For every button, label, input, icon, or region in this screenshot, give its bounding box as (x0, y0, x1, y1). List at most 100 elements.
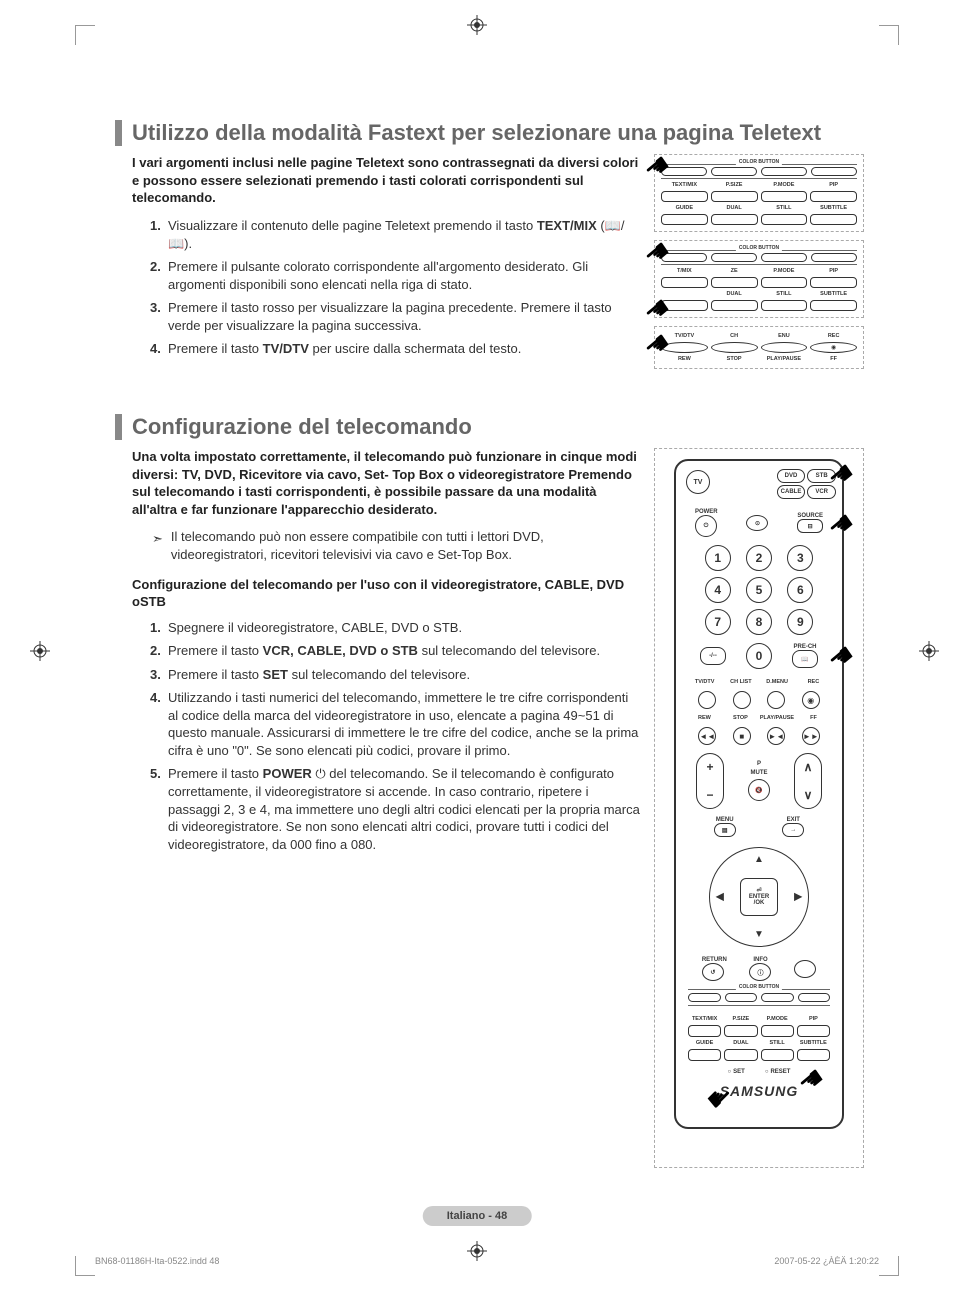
mini-button (761, 277, 808, 288)
color-button-red (661, 253, 707, 262)
step-number: 3. (150, 299, 161, 317)
mini-label: P.MODE (761, 182, 808, 188)
mini-label: PIP (810, 268, 857, 274)
step-text: per uscire dalla schermata del testo. (309, 341, 521, 356)
step-item: 4. Utilizzando i tasti numerici del tele… (150, 689, 640, 759)
r-label: REC (797, 679, 830, 685)
mini-button: ◉ (810, 342, 857, 353)
dpad-down-icon: ▼ (754, 929, 764, 940)
mini-button (810, 300, 857, 311)
step-text: sul telecomando del televisore. (288, 667, 470, 682)
mini-button (661, 214, 708, 225)
dmenu-button (767, 691, 785, 709)
mini-label: T/MIX (661, 268, 708, 274)
r-label: SUBTITLE (797, 1040, 830, 1046)
r-label: STILL (761, 1040, 794, 1046)
mini-button (810, 191, 857, 202)
source-label: SOURCE (797, 513, 823, 519)
step-bold: TV/DTV (263, 341, 309, 356)
step-item: 3. Premere il tasto rosso per visualizza… (150, 299, 640, 334)
source-button: ⊟ (797, 519, 823, 533)
mini-label: REC (810, 333, 857, 339)
remote-mode-dvd: DVD (777, 469, 806, 483)
step-text: sul telecomando del televisore. (418, 643, 600, 658)
remote-mode-vcr: VCR (807, 485, 836, 499)
color-button (761, 993, 794, 1002)
mini-label: ZE (711, 268, 758, 274)
num-button: 5 (746, 577, 772, 603)
color-button-yellow (761, 253, 807, 262)
figure-remote-full: DVD STB CABLE VCR TV ☚ POWER (654, 448, 864, 1168)
mini-label: SUBTITLE (810, 291, 857, 297)
figure-remote-detail-top: COLOR BUTTON TEXT/MIX P.SIZE P.MODE PIP (654, 154, 864, 324)
step-number: 5. (150, 765, 161, 783)
step-item: 1. Visualizzare il contenuto delle pagin… (150, 217, 640, 252)
enter-label: /OK (754, 900, 765, 906)
num-button: 6 (787, 577, 813, 603)
mini-label: DUAL (711, 205, 758, 211)
mini-button (810, 277, 857, 288)
r-label: CH LIST (724, 679, 757, 685)
mini-button (761, 342, 808, 353)
r-label: D.MENU (761, 679, 794, 685)
mini-label: STILL (761, 291, 808, 297)
manual-page: Utilizzo della modalità Fastext per sele… (0, 0, 954, 1298)
extra-button (794, 960, 816, 978)
r-label: TEXT/MIX (688, 1016, 721, 1022)
step-text: Premere il tasto (168, 766, 263, 781)
num-button: 7 (705, 609, 731, 635)
mini-button (711, 214, 758, 225)
mini-button (661, 277, 708, 288)
mini-button (661, 300, 708, 311)
color-button-blue (811, 167, 857, 176)
textmix-button (688, 1025, 721, 1037)
step-number: 4. (150, 340, 161, 358)
exit-label: EXIT (782, 817, 804, 823)
step-text: Premere il tasto rosso per visualizzare … (168, 300, 612, 333)
mini-button (661, 342, 708, 353)
mini-label: ENU (761, 333, 808, 339)
note: ➣ Il telecomando può non essere compatib… (152, 528, 640, 563)
mini-label: PIP (810, 182, 857, 188)
remote-indicator: ⊙ (746, 515, 768, 531)
mini-button (761, 191, 808, 202)
step-text: Premere il tasto (168, 667, 263, 682)
r-label: REW (688, 715, 721, 721)
color-button (798, 993, 831, 1002)
exit-button: → (782, 823, 804, 837)
mini-label: PLAY/PAUSE (761, 356, 808, 362)
section-intro: Una volta impostato correttamente, il te… (132, 448, 640, 518)
mini-label: P.SIZE (711, 182, 758, 188)
step-text: Visualizzare il contenuto delle pagine T… (168, 218, 537, 233)
step-text: Premere il tasto (168, 341, 263, 356)
step-item: 2. Premere il pulsante colorato corrispo… (150, 258, 640, 293)
color-button-green (711, 167, 757, 176)
step-item: 1. Spegnere il videoregistratore, CABLE,… (150, 619, 640, 637)
step-list: 1. Visualizzare il contenuto delle pagin… (132, 217, 640, 358)
step-number: 3. (150, 666, 161, 684)
step-bold: VCR, CABLE, DVD o STB (263, 643, 418, 658)
remote-mode-stb: STB (807, 469, 836, 483)
mute-label: MUTE (751, 770, 768, 776)
return-label: RETURN (702, 957, 727, 963)
remote-mode-cable: CABLE (777, 485, 806, 499)
subheading: Configurazione del telecomando per l'uso… (132, 576, 640, 611)
guide-button (688, 1049, 721, 1061)
dpad-right-icon: ▶ (794, 892, 802, 903)
step-bold: POWER (263, 766, 312, 781)
still-button (761, 1049, 794, 1061)
mini-button (711, 342, 758, 353)
section-title-bar: Utilizzo della modalità Fastext per sele… (115, 120, 864, 146)
color-button-green (711, 253, 757, 262)
num-button: 3 (787, 545, 813, 571)
step-item: 4. Premere il tasto TV/DTV per uscire da… (150, 340, 640, 358)
color-button-yellow (761, 167, 807, 176)
step-text: Spegnere il videoregistratore, CABLE, DV… (168, 620, 462, 635)
mini-button (761, 214, 808, 225)
remote-diagram: DVD STB CABLE VCR TV ☚ POWER (674, 459, 844, 1129)
color-button-red (661, 167, 707, 176)
reset-label: RESET (770, 1069, 790, 1075)
mini-button (661, 191, 708, 202)
step-text: Premere il pulsante colorato corrisponde… (168, 259, 588, 292)
dash-button: -/-- (700, 647, 726, 665)
